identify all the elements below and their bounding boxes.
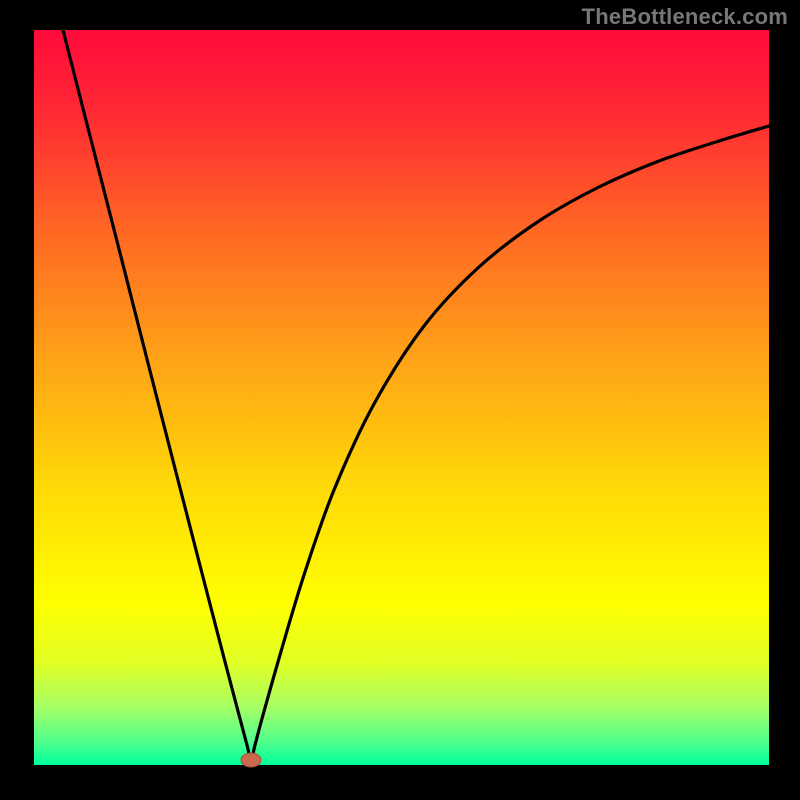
plot-area <box>34 30 769 765</box>
minimum-marker <box>241 753 261 767</box>
bottleneck-chart <box>0 0 800 800</box>
watermark-text: TheBottleneck.com <box>582 4 788 30</box>
chart-canvas: TheBottleneck.com <box>0 0 800 800</box>
